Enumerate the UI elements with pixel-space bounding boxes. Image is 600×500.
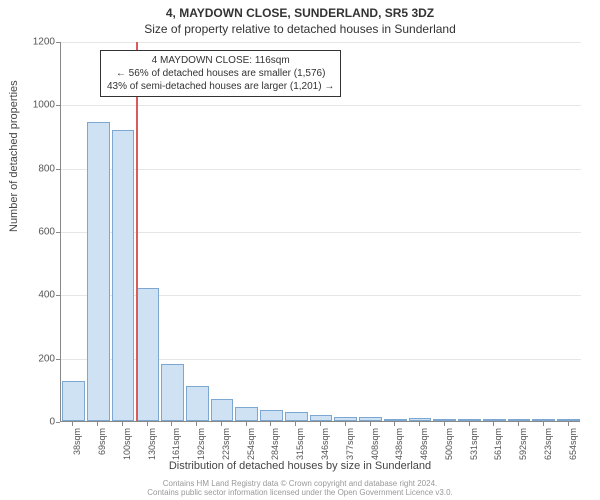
xtick-mark: [320, 422, 321, 426]
title-subtitle: Size of property relative to detached ho…: [0, 22, 600, 36]
x-axis-label: Distribution of detached houses by size …: [0, 460, 600, 472]
bar: [310, 415, 333, 421]
ytick-mark: [56, 105, 60, 106]
xtick-mark: [171, 422, 172, 426]
ytick-label: 400: [15, 290, 55, 301]
annotation-line: 4 MAYDOWN CLOSE: 116sqm: [107, 54, 334, 67]
xtick-mark: [97, 422, 98, 426]
xtick-mark: [72, 422, 73, 426]
annotation-box: 4 MAYDOWN CLOSE: 116sqm← 56% of detached…: [100, 50, 341, 97]
attribution-text: Contains HM Land Registry data © Crown c…: [0, 480, 600, 498]
xtick-mark: [419, 422, 420, 426]
bar: [112, 130, 135, 421]
bar: [557, 419, 580, 421]
bar: [458, 419, 481, 421]
bar: [359, 417, 382, 421]
xtick-mark: [246, 422, 247, 426]
bar: [136, 288, 159, 421]
xtick-mark: [518, 422, 519, 426]
xtick-mark: [345, 422, 346, 426]
xtick-mark: [543, 422, 544, 426]
ytick-mark: [56, 42, 60, 43]
title-address: 4, MAYDOWN CLOSE, SUNDERLAND, SR5 3DZ: [0, 6, 600, 20]
bar: [384, 419, 407, 421]
bar: [161, 364, 184, 421]
bar: [285, 412, 308, 422]
xtick-mark: [221, 422, 222, 426]
xtick-mark: [444, 422, 445, 426]
chart-container: 4, MAYDOWN CLOSE, SUNDERLAND, SR5 3DZ Si…: [0, 0, 600, 500]
ytick-label: 800: [15, 163, 55, 174]
gridline: [61, 105, 581, 106]
ytick-mark: [56, 422, 60, 423]
xtick-mark: [147, 422, 148, 426]
bar: [211, 399, 234, 421]
ytick-label: 200: [15, 353, 55, 364]
ytick-label: 0: [15, 417, 55, 428]
gridline: [61, 169, 581, 170]
bar: [334, 417, 357, 421]
xtick-mark: [295, 422, 296, 426]
bar: [508, 419, 531, 421]
ytick-label: 600: [15, 227, 55, 238]
xtick-mark: [394, 422, 395, 426]
xtick-mark: [493, 422, 494, 426]
bar: [433, 419, 456, 421]
xtick-mark: [270, 422, 271, 426]
annotation-line: 43% of semi-detached houses are larger (…: [107, 80, 334, 93]
bar: [260, 410, 283, 421]
annotation-line: ← 56% of detached houses are smaller (1,…: [107, 67, 334, 80]
attribution-line2: Contains public sector information licen…: [147, 488, 453, 497]
attribution-line1: Contains HM Land Registry data © Crown c…: [163, 479, 438, 488]
bar: [235, 407, 258, 421]
gridline: [61, 232, 581, 233]
xtick-mark: [122, 422, 123, 426]
xtick-mark: [469, 422, 470, 426]
bar: [87, 122, 110, 421]
marker-line: [136, 42, 138, 421]
ytick-label: 1200: [15, 37, 55, 48]
ytick-mark: [56, 169, 60, 170]
bar: [62, 381, 85, 421]
ytick-mark: [56, 232, 60, 233]
xtick-mark: [370, 422, 371, 426]
bar: [186, 386, 209, 421]
bar: [409, 418, 432, 421]
ytick-label: 1000: [15, 100, 55, 111]
xtick-mark: [568, 422, 569, 426]
bar: [483, 419, 506, 421]
bar: [532, 419, 555, 421]
ytick-mark: [56, 359, 60, 360]
xtick-mark: [196, 422, 197, 426]
ytick-mark: [56, 295, 60, 296]
plot-area: [60, 42, 580, 422]
gridline: [61, 42, 581, 43]
